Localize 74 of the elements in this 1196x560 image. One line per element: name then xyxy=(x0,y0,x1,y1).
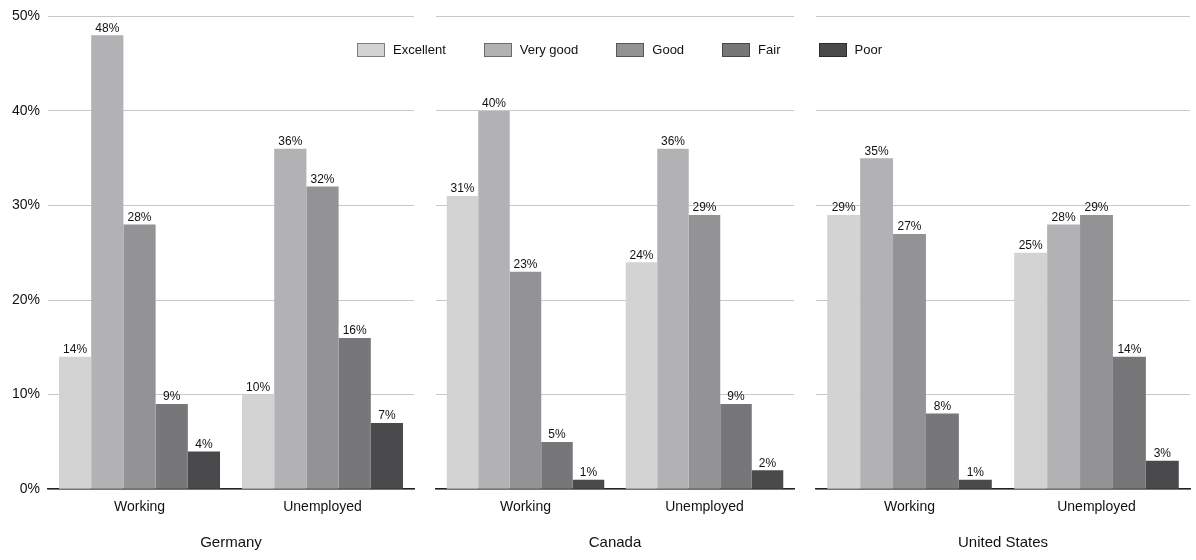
bar xyxy=(155,404,188,489)
bar xyxy=(274,148,307,489)
data-label: 7% xyxy=(378,408,396,423)
data-label: 29% xyxy=(692,200,717,215)
data-label: 1% xyxy=(579,465,598,480)
bar xyxy=(478,110,510,489)
legend-label: Excellent xyxy=(393,42,446,57)
bar xyxy=(925,413,959,489)
data-label: 5% xyxy=(548,427,567,442)
data-label: 2% xyxy=(758,455,777,470)
bar xyxy=(572,479,605,489)
data-label: 24% xyxy=(629,247,654,262)
bar xyxy=(541,441,573,489)
bar xyxy=(123,224,156,489)
data-label: 8% xyxy=(933,398,952,413)
data-label: 32% xyxy=(310,171,335,186)
data-label: 23% xyxy=(513,257,538,272)
data-label: 29% xyxy=(831,200,857,215)
bar xyxy=(338,337,371,489)
data-label: 48% xyxy=(95,20,120,35)
data-label: 27% xyxy=(897,219,922,234)
bar xyxy=(91,35,124,489)
y-tick-label: 0% xyxy=(19,480,41,497)
bar xyxy=(860,158,894,489)
bar xyxy=(688,214,721,489)
x-tick-label: Unemployed xyxy=(665,498,744,515)
x-tick-label: Working xyxy=(499,498,552,515)
x-axis-title: Canada xyxy=(588,533,642,551)
bar xyxy=(1112,356,1146,489)
y-tick-label: 20% xyxy=(11,290,41,307)
y-tick-label: 50% xyxy=(11,7,41,24)
bar xyxy=(720,404,752,489)
y-tick-label: 30% xyxy=(11,196,41,213)
data-label: 14% xyxy=(1117,342,1142,357)
data-label: 28% xyxy=(127,209,152,224)
data-label: 4% xyxy=(195,436,213,451)
data-label: 31% xyxy=(450,181,475,196)
x-tick-label: Unemployed xyxy=(1057,498,1136,515)
data-label: 9% xyxy=(163,389,181,404)
legend-label: Fair xyxy=(758,42,781,57)
x-axis-title: United States xyxy=(957,533,1049,551)
bar xyxy=(187,451,221,489)
data-label: 10% xyxy=(246,379,271,394)
bar xyxy=(509,271,542,489)
y-tick-label: 40% xyxy=(11,101,41,118)
bar xyxy=(1047,224,1081,489)
data-label: 14% xyxy=(63,342,88,357)
bar xyxy=(1080,214,1113,489)
bar xyxy=(306,186,339,489)
data-label: 9% xyxy=(727,389,746,404)
data-label: 36% xyxy=(278,134,303,149)
data-label: 3% xyxy=(1153,446,1172,461)
bar xyxy=(657,148,689,489)
x-tick-label: Working xyxy=(883,498,936,515)
bar xyxy=(370,423,404,489)
bar xyxy=(958,479,992,489)
bar xyxy=(751,470,784,489)
data-label: 1% xyxy=(966,465,985,480)
bar xyxy=(1145,460,1179,489)
y-tick-label: 10% xyxy=(11,385,41,402)
x-tick-label: Unemployed xyxy=(283,498,362,515)
legend-label: Good xyxy=(652,42,685,57)
data-label: 36% xyxy=(660,134,686,149)
x-axis-title: Germany xyxy=(200,533,263,551)
data-label: 40% xyxy=(481,96,507,111)
data-label: 16% xyxy=(342,323,368,338)
bar xyxy=(893,233,926,489)
data-label: 29% xyxy=(1084,200,1109,215)
data-label: 35% xyxy=(864,143,889,158)
data-label: 28% xyxy=(1051,209,1076,224)
legend-label: Poor xyxy=(854,42,882,57)
x-tick-label: Working xyxy=(113,498,166,515)
legend-label: Very good xyxy=(519,42,579,57)
data-label: 25% xyxy=(1018,238,1044,253)
